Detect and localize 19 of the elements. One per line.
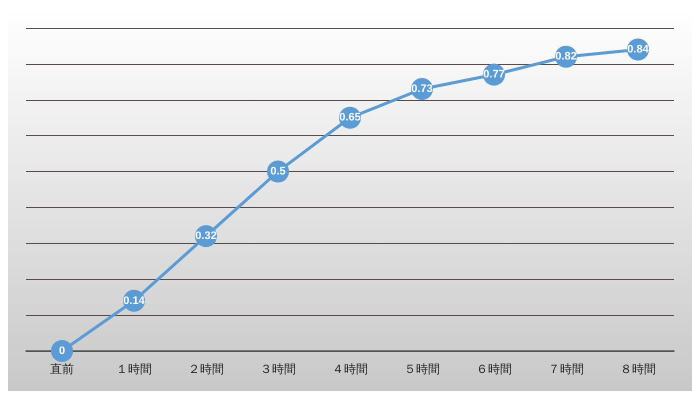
x-tick-label: 直前 <box>50 362 74 376</box>
x-tick-label: １時間 <box>116 362 152 376</box>
data-label: 0.82 <box>555 50 577 63</box>
data-label: 0.65 <box>339 112 361 124</box>
x-tick-label: ３時間 <box>260 362 296 376</box>
data-label: 0.5 <box>270 166 286 178</box>
point <box>51 340 73 362</box>
data-label: 0.73 <box>411 83 433 96</box>
x-tick-label: ５時間 <box>404 362 440 376</box>
data-label: 0.84 <box>627 44 650 56</box>
x-tick-label: ７時間 <box>548 362 584 376</box>
x-tick-label: ８時間 <box>620 362 656 376</box>
data-label: 0 <box>58 345 66 357</box>
data-label: 0.14 <box>123 294 146 307</box>
x-tick-label: ２時間 <box>188 362 224 376</box>
data-label: 0.32 <box>195 230 217 242</box>
data-label: 0.77 <box>483 68 505 81</box>
x-tick-label: ４時間 <box>332 362 368 376</box>
x-tick-label: ６時間 <box>476 362 512 376</box>
